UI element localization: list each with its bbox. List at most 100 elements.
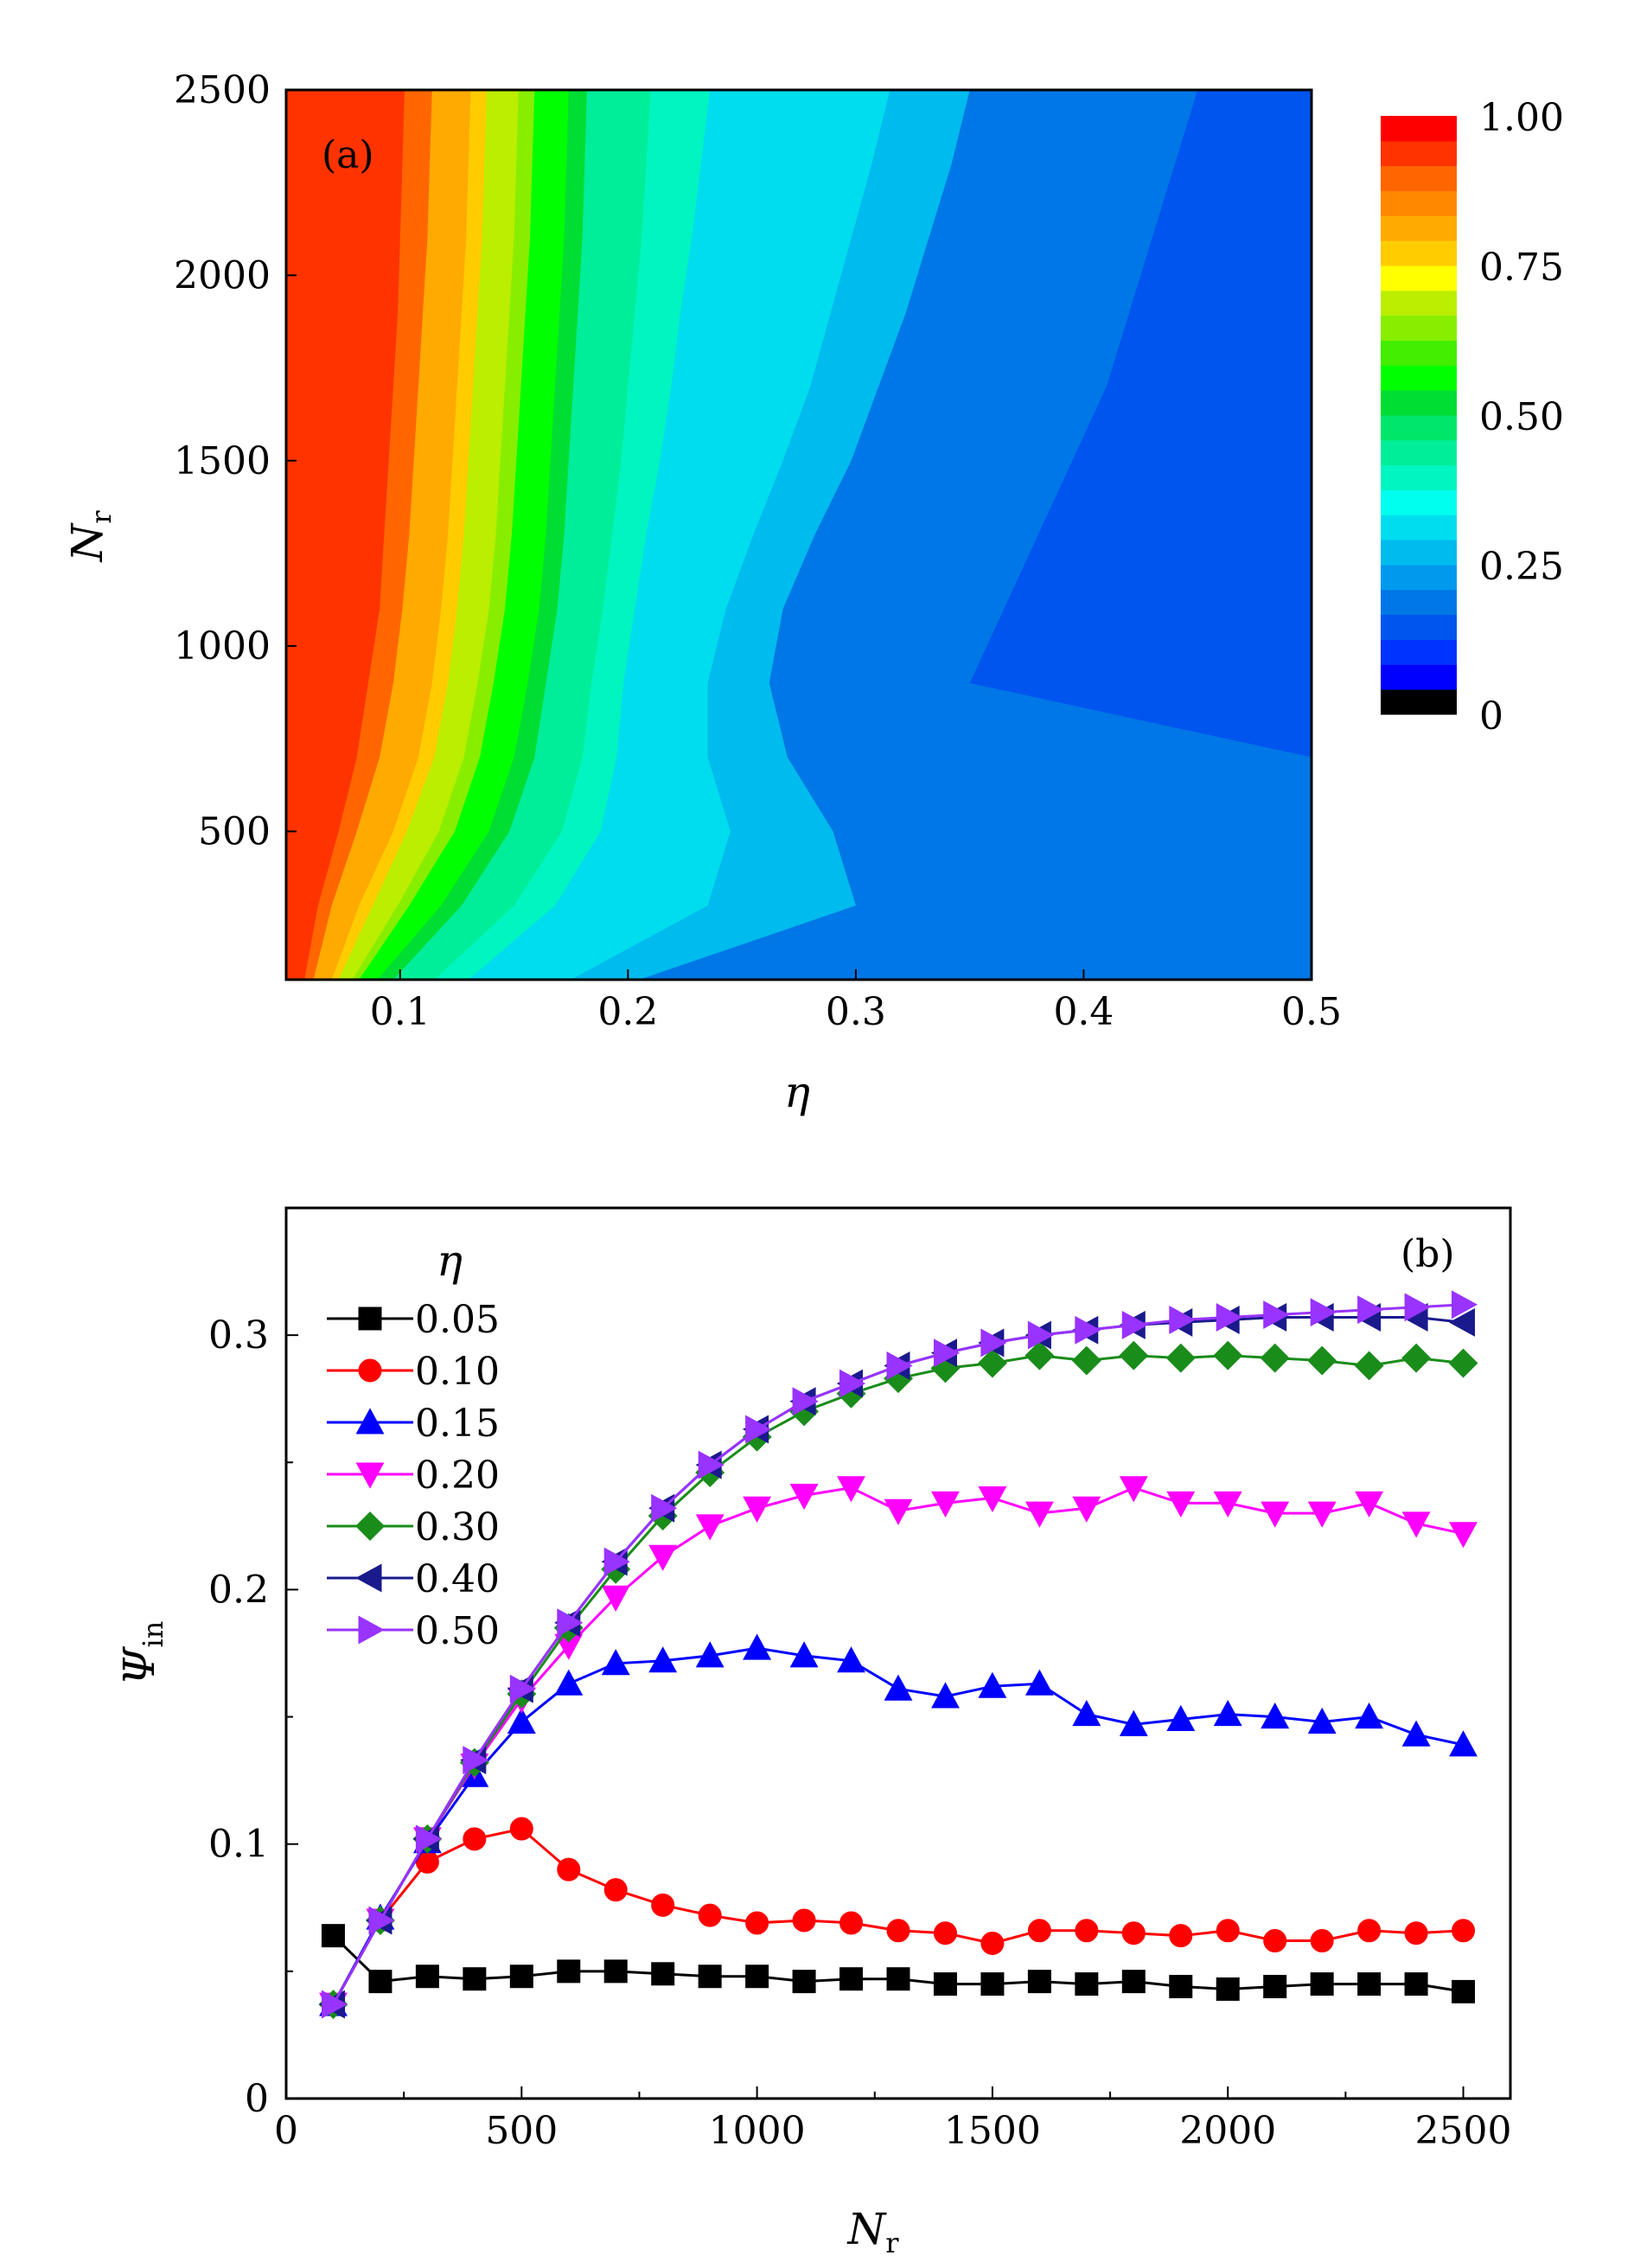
data-point bbox=[321, 1924, 345, 1948]
y-axis-title-a-sub: r bbox=[85, 510, 118, 524]
colorbar: 1.00 0.75 0.50 0.25 0 bbox=[1381, 96, 1564, 738]
colorbar-swatch bbox=[1381, 340, 1457, 366]
legend-label: 0.50 bbox=[415, 1609, 500, 1653]
data-point bbox=[509, 1965, 533, 1989]
data-point bbox=[745, 1965, 769, 1989]
data-point bbox=[1024, 1669, 1054, 1696]
legend-item: 0.20 bbox=[327, 1453, 500, 1498]
colorbar-swatch bbox=[1381, 614, 1457, 641]
data-point bbox=[1216, 1977, 1240, 2001]
y-tick-label-a: 2500 bbox=[174, 68, 271, 112]
x-tick-label-b: 2000 bbox=[1179, 2109, 1276, 2153]
contour-level-0 bbox=[286, 90, 378, 980]
data-point bbox=[358, 1306, 382, 1331]
data-point bbox=[415, 1965, 439, 1989]
data-point bbox=[603, 1878, 628, 1902]
legend: η 0.05 0.10 0.15 0.20 0.30 0.40 0.50 bbox=[327, 1236, 500, 1653]
data-point bbox=[507, 1707, 536, 1734]
data-point bbox=[1310, 1972, 1334, 1996]
data-point bbox=[1169, 1924, 1193, 1948]
data-point bbox=[1169, 1306, 1196, 1334]
data-point bbox=[651, 1962, 675, 1986]
y-axis-a: 500 1000 1500 2000 2500 bbox=[174, 68, 297, 854]
y-tick-label-b: 0.2 bbox=[208, 1568, 269, 1612]
data-point bbox=[1307, 1345, 1337, 1376]
data-point bbox=[651, 1893, 675, 1917]
colorbar-swatch bbox=[1381, 390, 1457, 416]
colorbar-swatch bbox=[1381, 165, 1457, 192]
y-tick-label-a: 500 bbox=[198, 810, 271, 854]
data-point bbox=[1357, 1972, 1382, 1996]
data-point bbox=[1452, 1919, 1476, 1943]
colorbar-swatch bbox=[1381, 589, 1457, 616]
data-point bbox=[1310, 1298, 1337, 1327]
colorbar-swatch bbox=[1381, 415, 1457, 441]
data-point bbox=[886, 1351, 913, 1380]
data-point bbox=[1307, 1501, 1337, 1528]
data-point bbox=[1263, 1300, 1290, 1330]
data-point bbox=[1355, 1702, 1384, 1729]
data-point bbox=[980, 1931, 1005, 1955]
legend-label: 0.05 bbox=[415, 1298, 500, 1342]
data-point bbox=[1448, 1307, 1475, 1337]
legend-item: 0.50 bbox=[327, 1609, 500, 1653]
data-point bbox=[368, 1970, 393, 1994]
data-point bbox=[1260, 1343, 1290, 1373]
colorbar-swatch bbox=[1381, 664, 1457, 690]
data-point bbox=[601, 1585, 630, 1612]
data-point bbox=[743, 1496, 772, 1523]
x-tick-label-b: 500 bbox=[485, 2109, 558, 2153]
data-point bbox=[355, 1563, 382, 1593]
data-point bbox=[1166, 1491, 1196, 1518]
colorbar-tick-label: 1.00 bbox=[1479, 96, 1564, 140]
data-point bbox=[977, 1348, 1007, 1378]
data-point bbox=[557, 1959, 581, 1984]
legend-item: 0.05 bbox=[327, 1298, 500, 1342]
data-point bbox=[978, 1486, 1007, 1513]
data-point bbox=[745, 1911, 769, 1935]
y-axis-b: 0 0.1 0.2 0.3 bbox=[208, 1313, 298, 2121]
data-point bbox=[695, 1641, 724, 1668]
data-point bbox=[368, 1906, 395, 1935]
data-point bbox=[695, 1514, 724, 1541]
data-point bbox=[1027, 1970, 1051, 1994]
colorbar-tick-label: 0 bbox=[1479, 694, 1503, 738]
data-point bbox=[980, 1328, 1007, 1358]
x-tick-label-a: 0.1 bbox=[370, 990, 431, 1034]
data-point bbox=[1307, 1707, 1337, 1734]
data-point bbox=[837, 1476, 865, 1503]
data-point bbox=[792, 1908, 816, 1933]
data-point bbox=[1216, 1303, 1242, 1332]
data-point bbox=[978, 1671, 1007, 1698]
line-panel-b: 0 500 1000 1500 2000 2500 0 0.1 0.2 0.3 η 0.05 0.… bbox=[114, 1206, 1512, 2259]
data-point bbox=[603, 1547, 630, 1576]
data-point bbox=[1357, 1919, 1382, 1943]
colorbar-swatch bbox=[1381, 365, 1457, 391]
data-point bbox=[557, 1857, 581, 1881]
data-point bbox=[1449, 1730, 1478, 1757]
data-point bbox=[886, 1919, 910, 1943]
y-tick-label-a: 1000 bbox=[174, 624, 271, 668]
data-point bbox=[933, 1972, 957, 1996]
x-tick-label-b: 2500 bbox=[1415, 2109, 1512, 2153]
legend-item: 0.10 bbox=[327, 1350, 500, 1394]
data-point bbox=[1452, 1290, 1478, 1319]
data-point bbox=[698, 1903, 722, 1927]
data-point bbox=[509, 1674, 536, 1703]
data-point bbox=[1121, 1921, 1146, 1945]
data-point bbox=[837, 1646, 865, 1673]
y-tick-label-a: 1500 bbox=[174, 439, 271, 483]
y-tick-label-a: 2000 bbox=[174, 253, 271, 297]
data-point bbox=[358, 1358, 382, 1383]
legend-title: η bbox=[437, 1236, 463, 1286]
x-tick-label-a: 0.5 bbox=[1281, 990, 1342, 1034]
data-point bbox=[886, 1967, 910, 1991]
data-point bbox=[1261, 1702, 1290, 1729]
data-point bbox=[839, 1369, 866, 1398]
data-point bbox=[1071, 1345, 1101, 1376]
data-point bbox=[1404, 1972, 1428, 1996]
x-tick-label-b: 1000 bbox=[709, 2109, 806, 2153]
data-point bbox=[1119, 1340, 1149, 1370]
